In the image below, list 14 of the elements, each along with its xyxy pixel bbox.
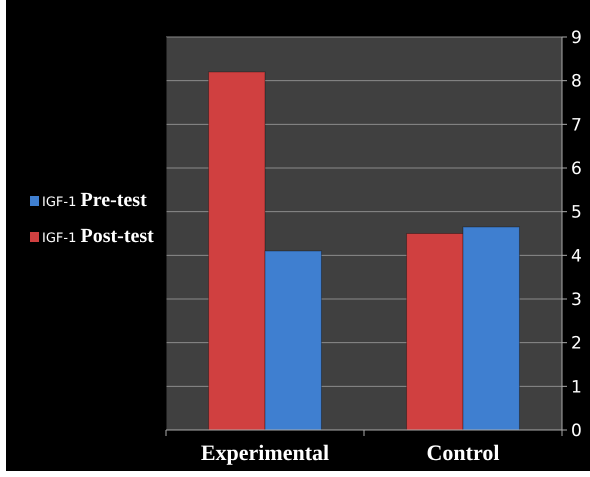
y-tick-label: 4 [571,246,582,266]
legend-label: IGF-1 Pre-test [42,189,148,211]
y-tick-label: 8 [571,72,582,92]
y-tick-label: 1 [571,377,582,398]
y-tick-label: 2 [571,334,582,354]
y-tick-label: 7 [571,115,582,136]
x-tick-label: Experimental [200,440,330,465]
y-tick-label: 9 [571,28,582,48]
y-tick-label: 0 [571,420,582,441]
legend-label: IGF-1 Post-test [42,225,154,247]
y-tick-label: 6 [571,158,582,179]
x-tick-label: Control [426,440,500,465]
y-tick-label: 5 [571,202,582,223]
y-tick-label: 3 [571,290,582,310]
